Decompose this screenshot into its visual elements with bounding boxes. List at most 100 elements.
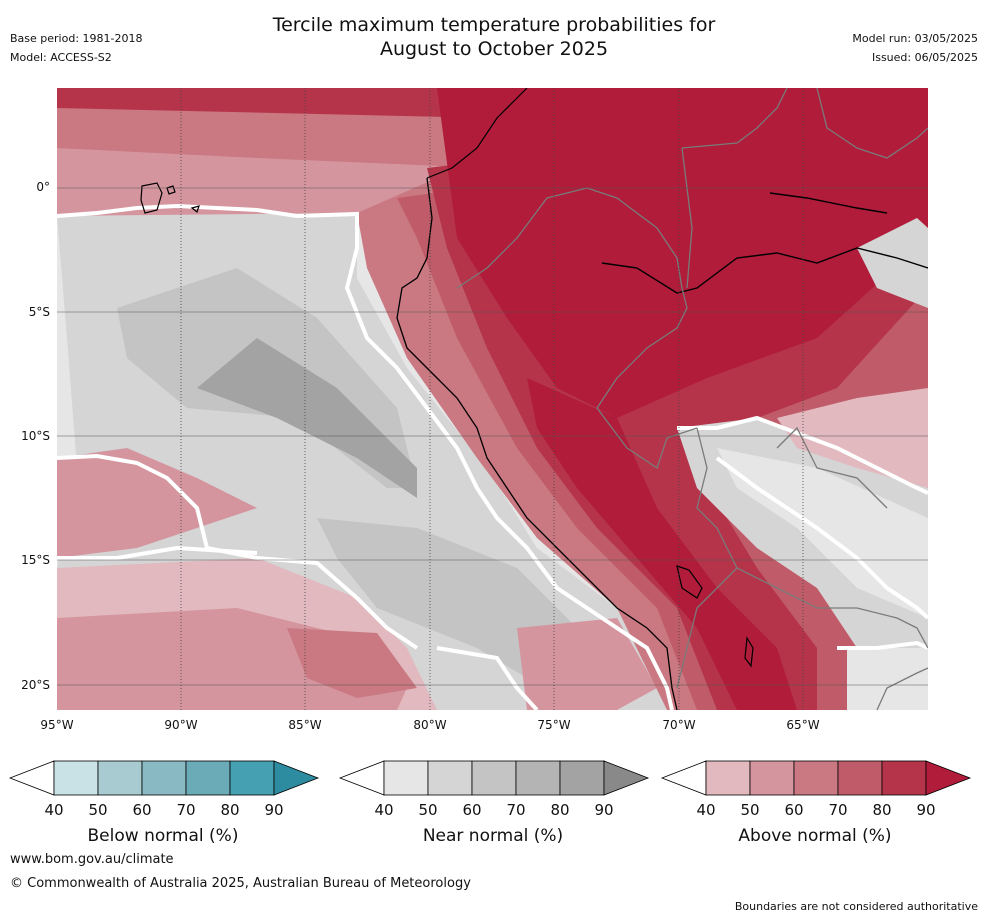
colorbar-cell [229, 760, 275, 796]
colorbars [8, 760, 972, 796]
galapagos-islands [140, 182, 163, 214]
probability-map [57, 88, 928, 710]
colorbar-tick-label: 50 [740, 801, 760, 819]
lon-label: 70°W [662, 718, 696, 732]
forty-percent-contour [57, 203, 674, 710]
amazon-river [601, 247, 928, 294]
colorbar-cell [141, 760, 187, 796]
title-line-1: Tercile maximum temperature probabilitie… [272, 14, 716, 36]
amazon-river [769, 192, 888, 214]
map-canvas [57, 88, 928, 710]
colorbar-tick-label: 90 [594, 801, 614, 819]
colorbar-cell [53, 760, 99, 796]
near-normal-zone [857, 218, 928, 308]
lat-label: 20°S [21, 678, 50, 692]
coastline [396, 177, 678, 710]
colorbar-cell [383, 760, 429, 796]
colorbar-cell [515, 760, 561, 796]
colorbar-tick-label: 50 [418, 801, 438, 819]
copyright-text: © Commonwealth of Australia 2025, Austra… [10, 876, 471, 891]
below-normal-label: Below normal (%) [87, 826, 239, 846]
base-period-text: Base period: 1981-2018 [10, 32, 143, 45]
colorbar-tick-label: 60 [462, 801, 482, 819]
country-border [776, 426, 888, 509]
lon-label: 90°W [164, 718, 198, 732]
title-line-2: August to October 2025 [379, 38, 609, 60]
graticule [57, 187, 928, 686]
colorbar-cell [837, 760, 883, 796]
country-border [681, 88, 788, 149]
colorbar-tick-label: 60 [132, 801, 152, 819]
colorbar-cell [427, 760, 473, 796]
colorbar-tick-label: 70 [828, 801, 848, 819]
forty-percent-contour [837, 640, 928, 650]
colorbar-tick-label: 40 [44, 801, 64, 819]
colorbar-tick-label: 80 [220, 801, 240, 819]
country-border [876, 667, 928, 710]
disclaimer-text: Boundaries are not considered authoritat… [734, 900, 978, 913]
near-normal-label: Near normal (%) [422, 826, 564, 846]
colorbar-tick-label: 80 [872, 801, 892, 819]
galapagos-islands [190, 205, 200, 214]
colorbar-cell [97, 760, 143, 796]
forty-percent-contour [715, 456, 928, 620]
lat-label: 5°S [28, 305, 50, 319]
lake-titicaca [676, 565, 703, 599]
lon-label: 95°W [40, 718, 74, 732]
colorbar-max-extend [925, 760, 972, 796]
colorbar-tick-label: 90 [916, 801, 936, 819]
colorbar-cell [749, 760, 795, 796]
colorbar-tick-label: 40 [374, 801, 394, 819]
forty-percent-contour [677, 415, 928, 495]
model-run-text: Model run: 03/05/2025 [852, 32, 978, 45]
bom-url: www.bom.gov.au/climate [10, 852, 174, 867]
above-normal-zone [437, 88, 928, 418]
colorbar-cell [705, 760, 751, 796]
colorbar-max-extend [603, 760, 650, 796]
lon-label: 65°W [786, 718, 820, 732]
map-title: Tercile maximum temperature probabilitie… [0, 13, 988, 61]
above-normal-zone [517, 618, 657, 710]
country-border [456, 187, 698, 470]
near-normal-colorbar [338, 760, 650, 796]
colorbar-tick-label: 70 [506, 801, 526, 819]
lon-label: 85°W [288, 718, 322, 732]
colorbar-cell [881, 760, 927, 796]
lat-label: 0° [36, 180, 50, 194]
model-text: Model: ACCESS-S2 [10, 51, 112, 64]
colorbar-cell [471, 760, 517, 796]
colorbar-min-extend [338, 760, 385, 796]
lon-label: 75°W [537, 718, 571, 732]
above-normal-label: Above normal (%) [738, 826, 892, 846]
above-normal-zone [57, 448, 257, 558]
country-border [736, 567, 928, 649]
colorbar-min-extend [660, 760, 707, 796]
country-border [816, 88, 928, 159]
country-border [681, 147, 693, 289]
colorbar-tick-label: 60 [784, 801, 804, 819]
colorbar-tick-label: 80 [550, 801, 570, 819]
near-normal-zone [197, 338, 417, 498]
forty-percent-contour [57, 545, 258, 560]
above-normal-zone [527, 378, 797, 710]
above-normal-colorbar [660, 760, 972, 796]
colorbar-max-extend [273, 760, 320, 796]
colorbar-cell [559, 760, 605, 796]
colorbar-min-extend [8, 760, 55, 796]
colorbar-tick-label: 90 [264, 801, 284, 819]
lon-label: 80°W [413, 718, 447, 732]
above-normal-zone [777, 388, 928, 488]
lake-poopo [744, 636, 754, 668]
issued-text: Issued: 06/05/2025 [871, 51, 978, 64]
colorbar-cell [793, 760, 839, 796]
below-normal-colorbar [8, 760, 320, 796]
coastline [426, 88, 528, 179]
lat-label: 15°S [21, 553, 50, 567]
forty-percent-contour [436, 646, 539, 710]
colorbar-tick-label: 40 [696, 801, 716, 819]
forty-percent-contour [57, 453, 419, 650]
near-normal-zone [847, 648, 928, 710]
colorbar-tick-label: 50 [88, 801, 108, 819]
lat-label: 10°S [21, 429, 50, 443]
galapagos-islands [166, 185, 176, 195]
